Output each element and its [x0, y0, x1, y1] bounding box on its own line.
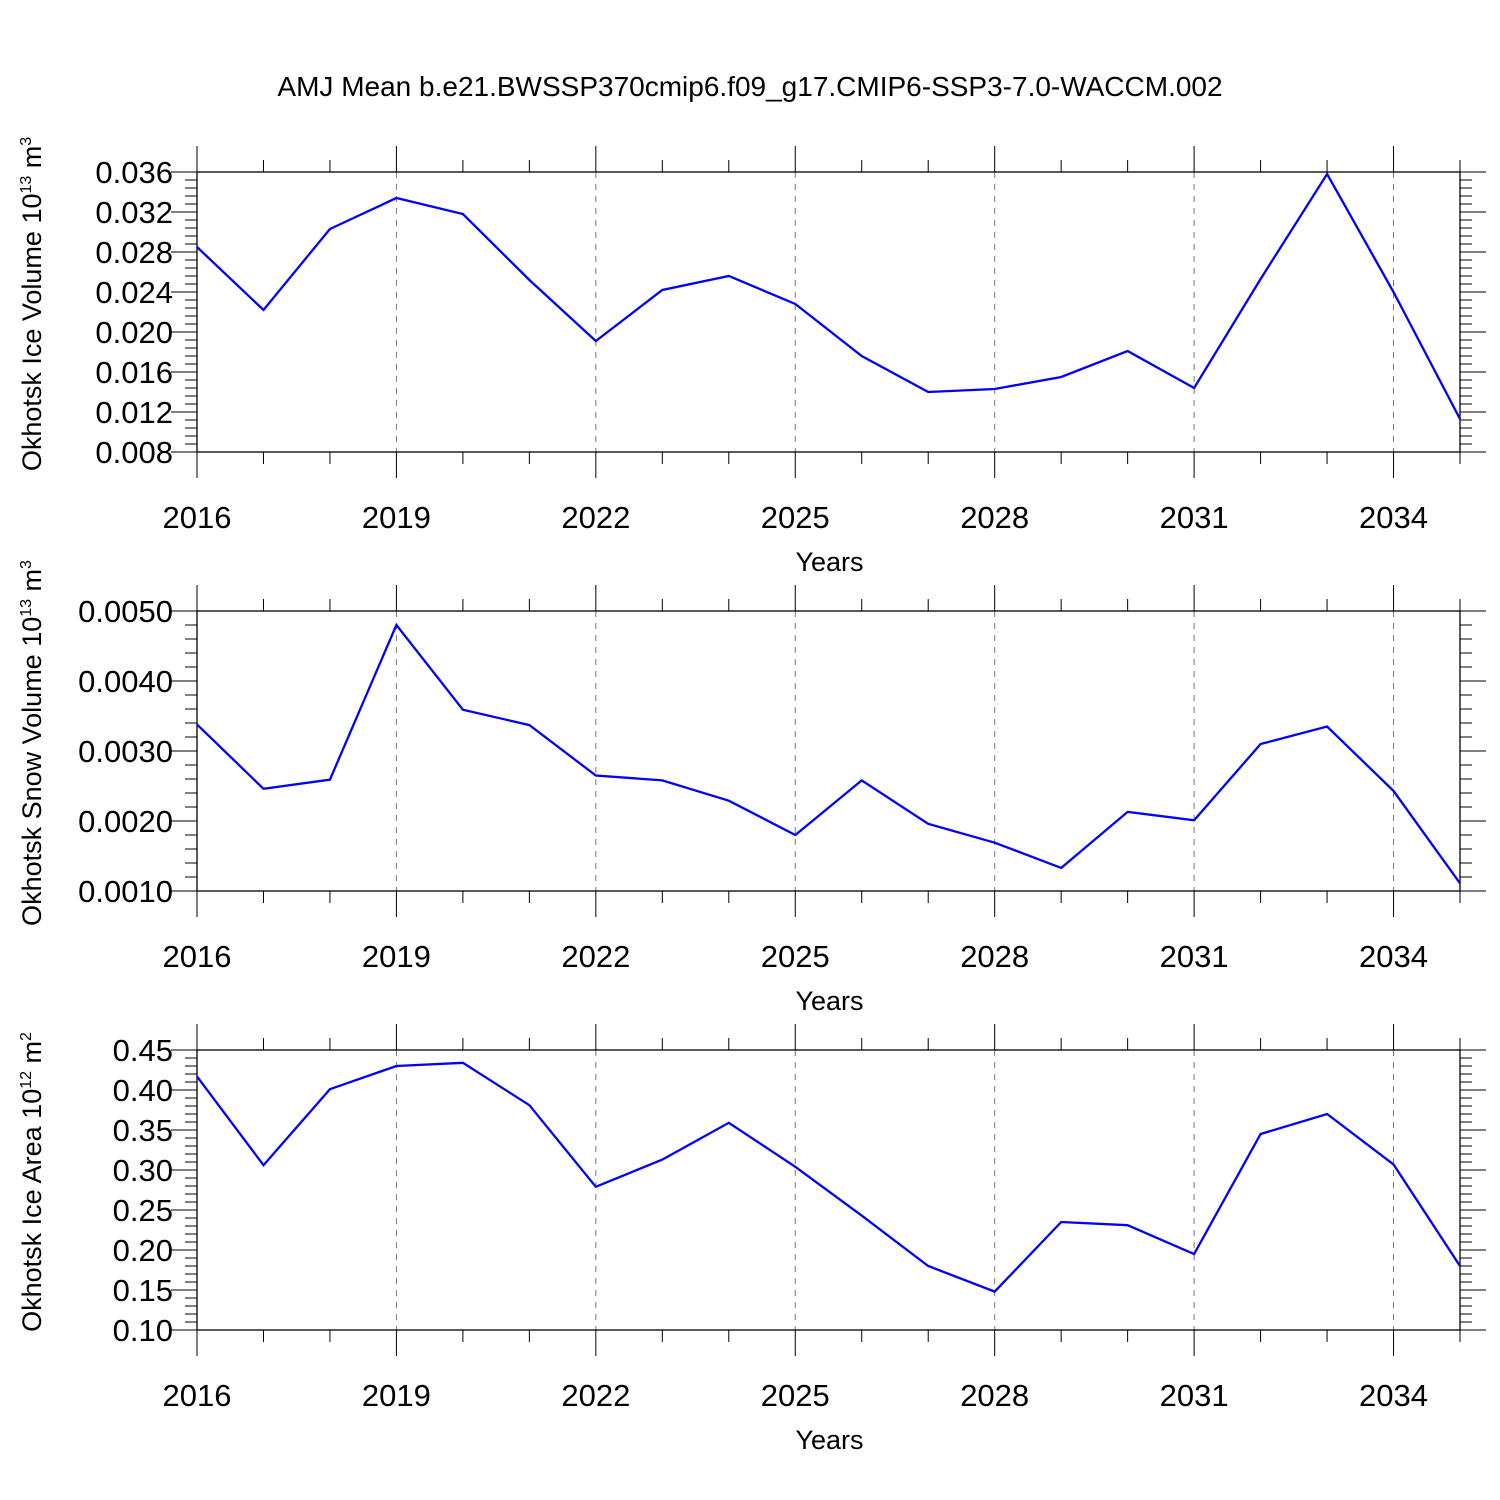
x-tick-label: 2028: [960, 939, 1029, 974]
y-tick-label: 0.10: [113, 1313, 173, 1348]
x-tick-label: 2016: [163, 939, 232, 974]
y-tick-label: 0.20: [113, 1233, 173, 1268]
y-axis-label-unit-exp: 2: [18, 1032, 35, 1041]
x-tick-label: 2022: [561, 939, 630, 974]
x-tick-label: 2025: [761, 1378, 830, 1413]
x-tick-label: 2019: [362, 939, 431, 974]
x-tick-label: 2016: [163, 500, 232, 535]
y-tick-label: 0.45: [113, 1033, 173, 1068]
x-tick-label: 2031: [1160, 500, 1229, 535]
data-line: [196, 171, 1462, 420]
plot-frame: [196, 171, 1461, 453]
y-axis-label-unit: m: [17, 569, 47, 599]
y-tick-label: 0.024: [95, 275, 173, 310]
x-tick-label: 2034: [1359, 939, 1428, 974]
y-axis-label-exp: 12: [18, 1071, 35, 1089]
y-tick-label: 0.0010: [78, 874, 173, 909]
x-tick-label: 2022: [561, 1378, 630, 1413]
x-axis-label: Years: [795, 986, 863, 1016]
y-axis-label-base: Okhotsk Ice Volume 10: [17, 194, 47, 472]
y-axis-label: Okhotsk Ice Volume 1013 m3: [17, 137, 47, 471]
y-tick-label: 0.15: [113, 1273, 173, 1308]
y-tick-label: 0.35: [113, 1113, 173, 1148]
x-tick-label: 2028: [960, 500, 1029, 535]
y-axis-label: Okhotsk Ice Area 1012 m2: [17, 1032, 47, 1332]
x-tick-label: 2022: [561, 500, 630, 535]
y-tick-label: 0.012: [95, 395, 173, 430]
y-axis-label: Okhotsk Snow Volume 1013 m3: [17, 560, 47, 926]
y-tick-label: 0.0050: [78, 594, 173, 629]
y-tick-label: 0.25: [113, 1193, 173, 1228]
y-tick-label: 0.016: [95, 355, 173, 390]
chart-panel-1: 2016 2019 2022 2025 2028 2031 2034 0.008 0.012 0.…: [17, 137, 1486, 577]
chart-panel-2: 2016 2019 2022 2025 2028 2031 2034 0.0010 0.0020…: [17, 560, 1486, 1016]
y-axis-label-unit-exp: 3: [18, 137, 35, 146]
y-axis-label-exp: 13: [18, 176, 35, 194]
x-tick-label: 2025: [761, 500, 830, 535]
y-tick-label: 0.020: [95, 315, 173, 350]
x-tick-label: 2031: [1160, 1378, 1229, 1413]
x-tick-label: 2031: [1160, 939, 1229, 974]
plot-frame: [196, 1049, 1461, 1331]
panels: 2016 2019 2022 2025 2028 2031 2034 0.008 0.012 0.…: [17, 137, 1486, 1455]
x-tick-label: 2025: [761, 939, 830, 974]
y-axis-label-unit: m: [17, 1041, 47, 1071]
y-axis-label-base: Okhotsk Snow Volume 10: [17, 617, 47, 926]
y-tick-label: 0.0040: [78, 664, 173, 699]
x-axis-label: Years: [795, 547, 863, 577]
y-tick-label: 0.30: [113, 1153, 173, 1188]
y-tick-label: 0.0020: [78, 804, 173, 839]
data-line: [196, 1061, 1461, 1293]
y-tick-label: 0.032: [95, 195, 173, 230]
x-tick-label: 2028: [960, 1378, 1029, 1413]
y-axis-label-exp: 13: [18, 599, 35, 617]
x-tick-label: 2019: [362, 1378, 431, 1413]
chart-panel-3: 2016 2019 2022 2025 2028 2031 2034 0.10 0.15 0.20…: [17, 1024, 1486, 1455]
x-tick-label: 2016: [163, 1378, 232, 1413]
y-tick-label: 0.036: [95, 155, 173, 190]
y-axis-label-base: Okhotsk Ice Area 10: [17, 1089, 47, 1332]
y-tick-label: 0.028: [95, 235, 173, 270]
y-axis-label-unit: m: [17, 146, 47, 176]
plot-frame: [196, 610, 1461, 892]
x-tick-label: 2019: [362, 500, 431, 535]
x-tick-label: 2034: [1359, 1378, 1428, 1413]
data-line: [196, 622, 1461, 884]
y-tick-label: 0.40: [113, 1073, 173, 1108]
x-tick-label: 2034: [1359, 500, 1428, 535]
x-axis-label: Years: [795, 1425, 863, 1455]
y-axis-label-unit-exp: 3: [18, 560, 35, 569]
figure-title: AMJ Mean b.e21.BWSSP370cmip6.f09_g17.CMI…: [277, 71, 1222, 102]
y-tick-label: 0.008: [95, 435, 173, 470]
y-tick-label: 0.0030: [78, 734, 173, 769]
